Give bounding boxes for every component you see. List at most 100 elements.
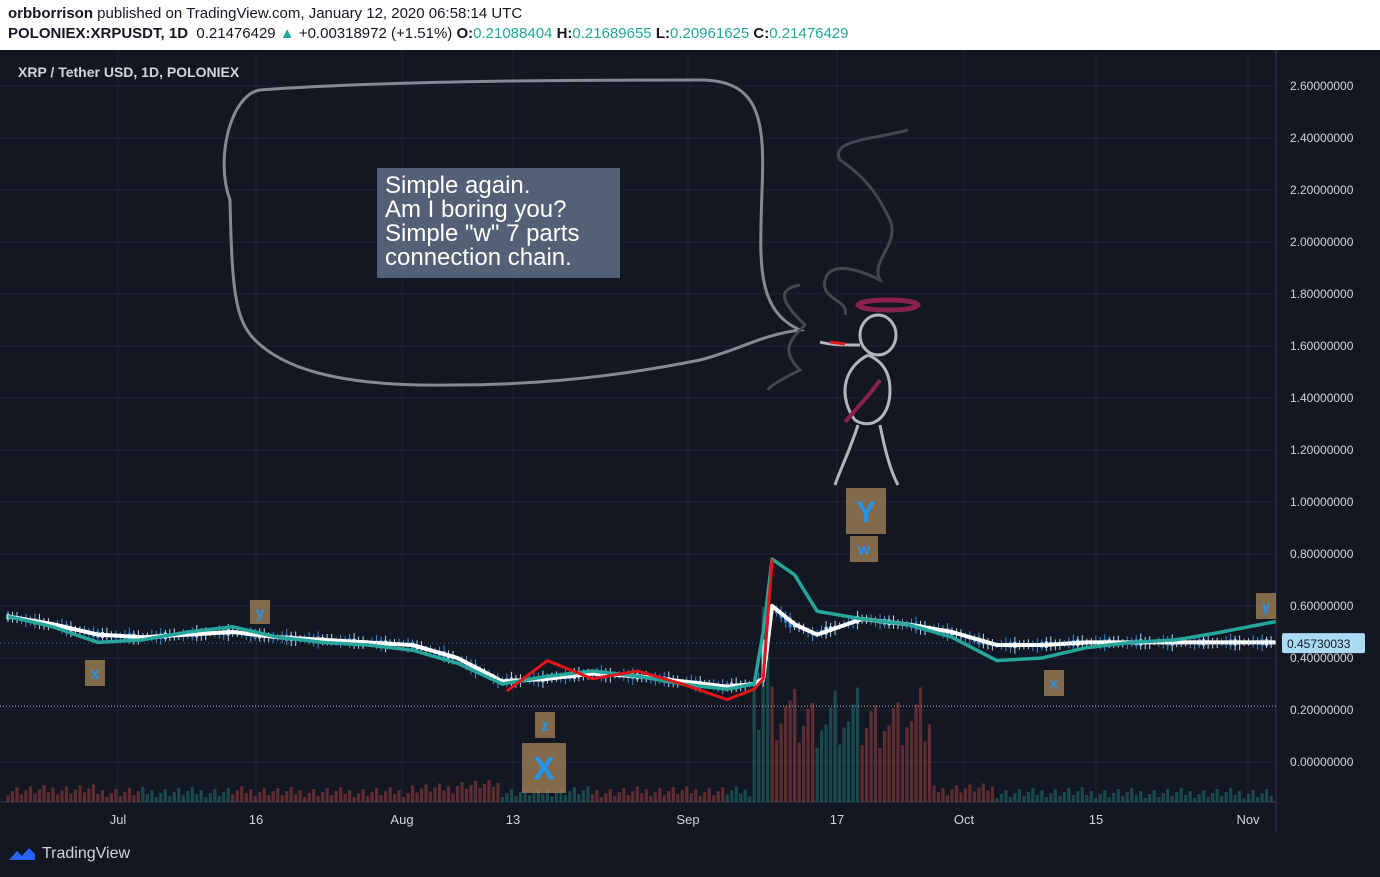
volume-bar	[1211, 793, 1215, 802]
volume-bar	[78, 785, 82, 802]
volume-bar	[1035, 795, 1039, 802]
volume-bar	[608, 789, 612, 802]
price-axis[interactable]: 0.00000000 0.20000000 0.40000000 0.60000000…	[1290, 79, 1354, 769]
volume-bar	[541, 794, 545, 802]
volume-bar	[833, 690, 837, 802]
volume-bar	[981, 783, 986, 802]
price-tick-label: 0.00000000	[1290, 755, 1354, 769]
speech-bubble-outline[interactable]	[222, 78, 806, 387]
price-tick-label: 0.80000000	[1290, 547, 1354, 561]
volume-bar	[779, 723, 783, 802]
volume-bar	[761, 607, 765, 802]
volume-bar	[559, 788, 563, 802]
price-tick-label: 2.00000000	[1290, 235, 1354, 249]
volume-bar	[303, 797, 307, 802]
price-change: +0.00318972 (+1.51%)	[298, 25, 453, 42]
volume-bar	[172, 792, 176, 802]
volume-bar	[900, 745, 905, 802]
volume-bar	[590, 794, 594, 802]
volume-bar	[698, 796, 702, 802]
volume-bar	[1188, 791, 1192, 802]
volume-bar	[487, 779, 491, 802]
volume-bar	[366, 796, 370, 802]
volume-bar	[312, 789, 316, 802]
volume-bar	[240, 786, 244, 802]
last-price-badge-text: 0.45730033	[1287, 637, 1351, 651]
time-tick-label: Nov	[1236, 812, 1260, 827]
volume-bar	[280, 795, 284, 802]
open-value: 0.21088404	[473, 25, 553, 42]
volume-bar	[374, 788, 379, 802]
volume-bar	[1044, 797, 1048, 802]
volume-bar	[1179, 788, 1183, 802]
volume-bar	[743, 789, 747, 802]
volume-bar	[909, 721, 914, 802]
volume-bar	[1233, 795, 1237, 802]
volume-bar	[1184, 795, 1188, 802]
volume-bar	[91, 784, 96, 802]
volume-bar	[950, 789, 954, 802]
publisher-name[interactable]: orbborrison	[8, 5, 93, 22]
volume-bar	[1215, 789, 1219, 802]
volume-bar	[828, 707, 833, 802]
volume-bar	[1220, 796, 1224, 802]
speech-bubble-textbox[interactable]	[377, 168, 620, 278]
tradingview-brand[interactable]: TradingView	[8, 845, 130, 863]
wave-label-box	[846, 488, 886, 534]
volume-bar	[766, 590, 770, 802]
volume-bar	[442, 790, 446, 802]
volume-bar	[195, 794, 199, 802]
volume-bar	[986, 790, 990, 802]
volume-bar	[739, 793, 743, 802]
indicator-lines	[7, 557, 1276, 702]
volume-bar	[527, 795, 532, 802]
volume-bar	[1076, 791, 1080, 802]
wave-label-box	[522, 743, 566, 793]
symbol-label[interactable]: POLONIEX:XRPUSDT, 1D	[8, 25, 189, 42]
volume-bar	[1242, 798, 1246, 802]
volume-bar	[42, 785, 46, 802]
volume-bar	[1125, 792, 1129, 802]
volume-bar	[1022, 796, 1026, 802]
volume-bar	[19, 794, 24, 802]
volume-bar	[685, 786, 689, 802]
volume-bar	[1089, 791, 1093, 802]
volume-bar	[1013, 793, 1017, 802]
volume-bar	[554, 792, 558, 802]
bubble-line-4: connection chain.	[385, 244, 572, 271]
volume-bar	[725, 794, 729, 802]
time-tick-label: 17	[830, 812, 844, 827]
volume-bar	[995, 798, 999, 802]
stick-figure-drawing[interactable]	[766, 128, 921, 486]
volume-bar	[932, 785, 936, 802]
volume-bar	[1238, 791, 1242, 802]
volume-bar	[1130, 788, 1134, 802]
volume-bar	[626, 795, 630, 802]
volume-bar	[1143, 798, 1147, 802]
volume-bar	[788, 700, 792, 802]
volume-bar	[370, 792, 374, 802]
volume-bar	[878, 748, 882, 802]
price-tick-label: 0.40000000	[1290, 651, 1354, 665]
time-axis[interactable]: Jul 16 Aug 13 Sep 17 Oct 15 Nov	[110, 812, 1260, 827]
volume-bar	[406, 793, 410, 802]
price-tick-label: 0.60000000	[1290, 599, 1354, 613]
volume-bar	[55, 794, 60, 802]
volume-bar	[797, 742, 801, 802]
volume-bar	[775, 740, 779, 802]
volume-bar	[168, 796, 172, 802]
volume-bar	[276, 788, 280, 802]
volume-bar	[1260, 793, 1264, 802]
volume-bar	[1197, 794, 1201, 802]
price-tick-label: 0.20000000	[1290, 703, 1354, 717]
volume-bar	[285, 791, 289, 802]
volume-bar	[109, 793, 113, 802]
wave-label-text: x	[91, 665, 100, 682]
volume-bar	[1224, 792, 1228, 802]
chart-area[interactable]: Simple again. Am I boring you? Simple "w…	[0, 50, 1380, 833]
volume-bar	[824, 724, 828, 802]
volume-bar	[927, 724, 932, 802]
volume-bar	[60, 790, 64, 802]
price-chart-svg[interactable]: Simple again. Am I boring you? Simple "w…	[0, 50, 1380, 833]
wave-label-text: w	[857, 541, 870, 558]
